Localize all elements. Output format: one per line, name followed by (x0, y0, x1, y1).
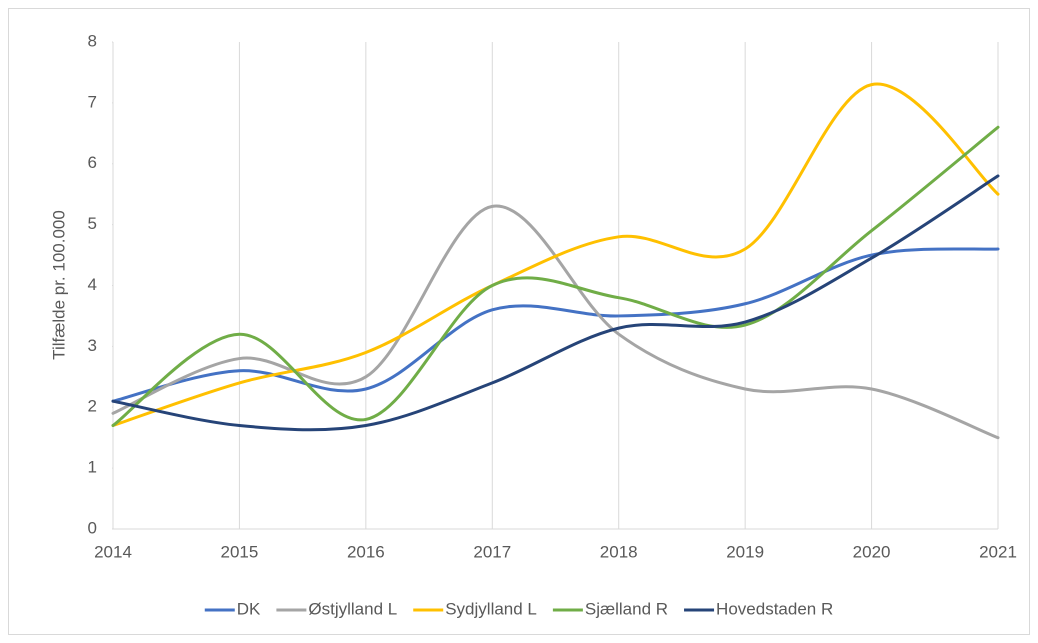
x-tick-label: 2021 (979, 542, 1017, 561)
x-tick-label: 2014 (94, 542, 132, 561)
legend-label: Hovedstaden R (716, 599, 833, 618)
line-series (111, 82, 1000, 428)
y-tick-label: 2 (88, 397, 97, 416)
y-tick-label: 4 (88, 275, 97, 294)
x-tick-label: 2019 (726, 542, 764, 561)
x-tick-label: 2015 (221, 542, 259, 561)
y-tick-label: 3 (88, 336, 97, 355)
line-series (111, 125, 1000, 428)
legend-label: Sydjylland L (445, 599, 537, 618)
y-axis-label: Tilfælde pr. 100.000 (49, 210, 68, 360)
line-series (111, 204, 1000, 440)
x-tick-label: 2016 (347, 542, 385, 561)
y-tick-label: 7 (88, 92, 97, 111)
x-tick-label: 2017 (473, 542, 511, 561)
x-tick-label: 2018 (600, 542, 638, 561)
legend-label: Østjylland L (308, 599, 397, 618)
legend-label: Sjælland R (585, 599, 668, 618)
y-tick-label: 5 (88, 214, 97, 233)
chart-frame (8, 8, 1030, 635)
y-tick-label: 6 (88, 153, 97, 172)
line-series (111, 247, 1000, 403)
y-tick-label: 8 (88, 31, 97, 50)
line-series (111, 174, 1000, 432)
x-tick-label: 2020 (853, 542, 891, 561)
y-tick-label: 0 (88, 518, 97, 537)
legend-label: DK (237, 599, 261, 618)
y-tick-label: 1 (88, 458, 97, 477)
